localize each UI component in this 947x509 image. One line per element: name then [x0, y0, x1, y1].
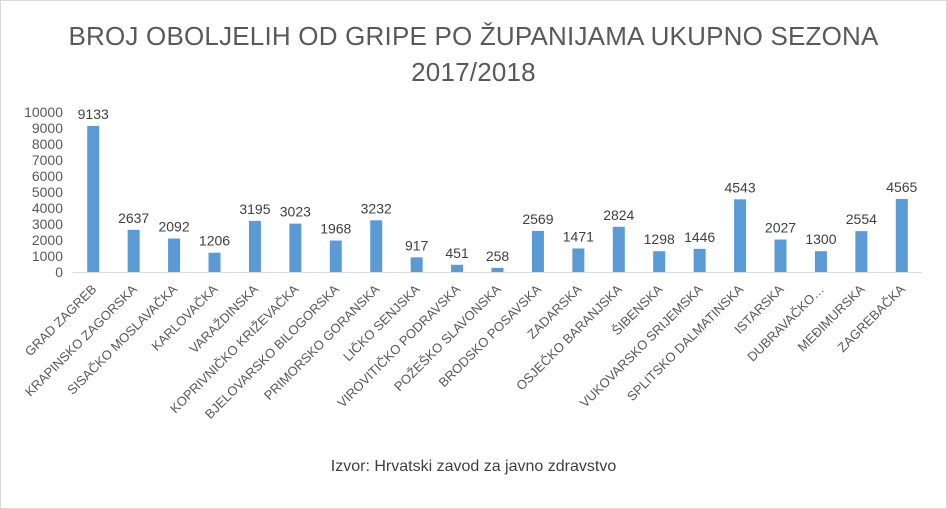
data-label: 2027: [765, 220, 796, 236]
y-tick-label: 7000: [32, 152, 63, 168]
data-label: 451: [445, 245, 469, 261]
bar: [208, 252, 221, 272]
data-label: 1968: [320, 221, 351, 237]
chart-title-line1: BROJ OBOLJELIH OD GRIPE PO ŽUPANIJAMA UK…: [68, 21, 879, 51]
data-label: 1446: [684, 229, 715, 245]
bar: [127, 229, 140, 272]
bar: [370, 220, 383, 272]
bar: [612, 226, 625, 272]
y-tick-label: 4000: [32, 200, 63, 216]
data-label: 2637: [118, 210, 149, 226]
bar: [491, 267, 504, 272]
data-label: 258: [486, 248, 510, 264]
bar: [895, 198, 908, 272]
bar: [814, 251, 827, 272]
bar: [248, 220, 261, 272]
bar: [87, 125, 100, 272]
data-label: 4543: [724, 179, 755, 195]
bar: [734, 199, 747, 272]
data-label: 2092: [158, 219, 189, 235]
bar: [693, 248, 706, 272]
data-label: 9133: [78, 106, 109, 122]
data-label: 1206: [199, 233, 230, 249]
y-tick-label: 9000: [32, 120, 63, 136]
chart-title-line2: 2017/2018: [411, 57, 536, 87]
data-label: 3023: [280, 204, 311, 220]
y-tick-label: 6000: [32, 168, 63, 184]
data-label: 917: [405, 237, 429, 253]
data-label: 2554: [846, 211, 877, 227]
bar: [451, 264, 464, 272]
data-label: 3232: [361, 200, 392, 216]
data-label: 4565: [886, 179, 917, 195]
bar: [410, 257, 423, 272]
bar: [168, 238, 181, 272]
bar: [653, 251, 666, 272]
category-label: VARAŽDINSKA: [186, 281, 261, 356]
bar: [572, 248, 585, 272]
y-tick-label: 1000: [32, 248, 63, 264]
bar: [855, 231, 868, 272]
category-label: GRAD ZAGREB: [22, 282, 100, 360]
y-tick-label: 2000: [32, 232, 63, 248]
bar: [329, 240, 342, 272]
y-tick-label: 5000: [32, 184, 63, 200]
y-tick-label: 8000: [32, 136, 63, 152]
data-label: 2569: [522, 211, 553, 227]
y-tick-label: 3000: [32, 216, 63, 232]
y-tick-label: 0: [55, 264, 63, 280]
bar: [774, 239, 787, 272]
data-label: 3195: [239, 201, 270, 217]
data-label: 1298: [644, 231, 675, 247]
data-label: 1471: [563, 228, 594, 244]
y-tick-label: 10000: [24, 104, 63, 120]
chart-source: Izvor: Hrvatski zavod za javno zdravstvo: [330, 458, 617, 475]
bar: [531, 230, 544, 272]
data-label: 2824: [603, 207, 634, 223]
data-label: 1300: [805, 231, 836, 247]
bar: [289, 223, 302, 272]
chart-title: BROJ OBOLJELIH OD GRIPE PO ŽUPANIJAMA UK…: [0, 18, 947, 90]
